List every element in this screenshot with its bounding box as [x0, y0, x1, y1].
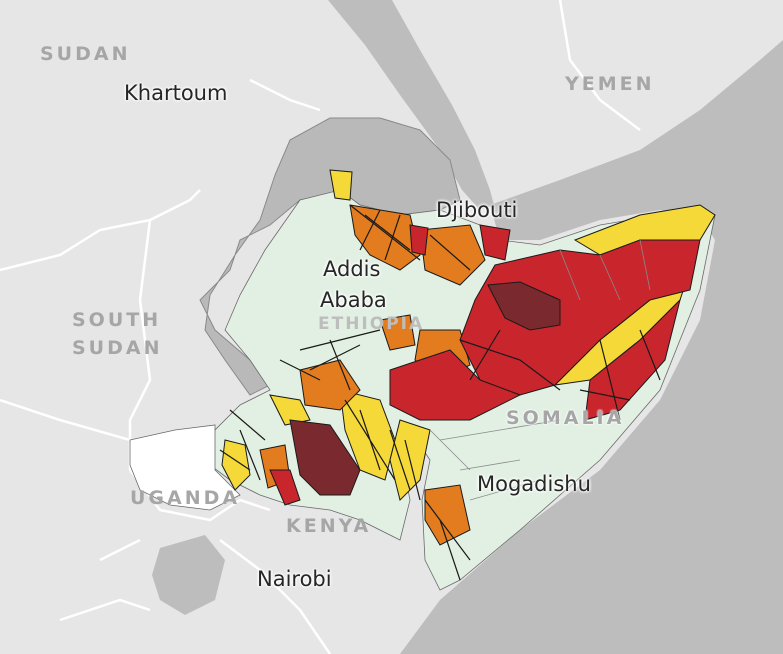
label-ethiopia: ETHIOPIA: [318, 314, 425, 334]
label-uganda: UGANDA: [130, 487, 241, 509]
lake-victoria: [152, 535, 225, 615]
label-south-sudan-line2: SUDAN: [72, 337, 163, 359]
label-addis-line2: Ababa: [320, 288, 387, 312]
label-nairobi: Nairobi: [257, 567, 332, 591]
label-khartoum: Khartoum: [124, 81, 228, 105]
label-south-sudan-line1: SOUTH: [72, 309, 162, 331]
phase-emergency-areas: [269, 224, 701, 506]
label-kenya: KENYA: [286, 515, 372, 537]
label-somalia: SOMALIA: [506, 407, 625, 429]
somalia-district-lines: [429, 239, 651, 501]
admin-boundaries: [219, 204, 661, 581]
label-sudan: SUDAN: [40, 43, 131, 65]
ethiopia-grey-region: [199, 117, 461, 396]
red-sea: [328, 0, 494, 210]
country-borders: [0, 0, 641, 654]
gulf-of-aden-ocean: [400, 40, 783, 654]
label-mogadishu: Mogadishu: [477, 472, 591, 496]
phase-famine-areas: [289, 281, 561, 496]
label-djibouti: Djibouti: [436, 198, 518, 222]
karamoja-white: [129, 424, 241, 511]
label-yemen: YEMEN: [565, 73, 655, 95]
label-addis-line1: Addis: [323, 257, 381, 281]
